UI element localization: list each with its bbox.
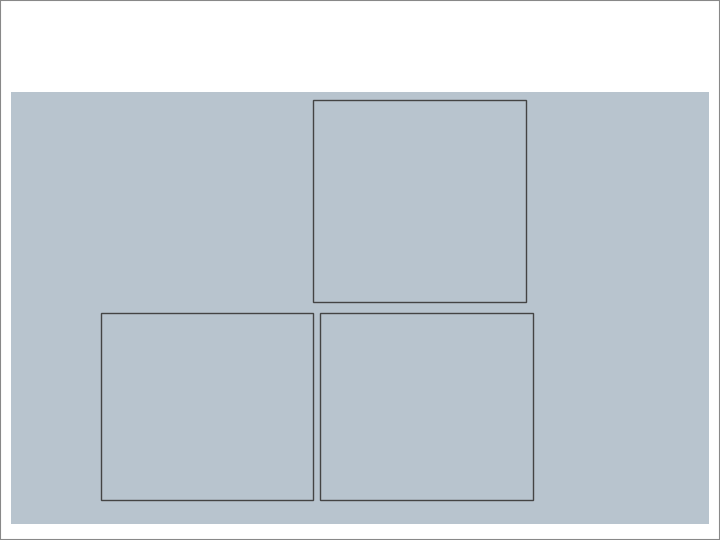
Polygon shape [347,211,409,265]
Polygon shape [427,353,432,406]
Circle shape [19,122,40,143]
Polygon shape [333,175,409,265]
Polygon shape [211,354,239,406]
Text: 65%: 65% [446,225,467,233]
Polygon shape [358,216,495,292]
Polygon shape [333,213,347,265]
Text: 1994, few schools had Internet access: 1994, few schools had Internet access [63,215,328,230]
Polygon shape [358,158,495,271]
Polygon shape [211,357,239,424]
Polygon shape [333,154,409,244]
Title: 2002: Connection Type: 2002: Connection Type [140,301,274,311]
Legend: Internet, Without Internet: Internet, Without Internet [357,79,482,90]
Text: 6%: 6% [212,373,226,382]
Text: 2002, nearly all schools had Internet access: 2002, nearly all schools had Internet ac… [63,271,368,285]
Legend: Broadband/High Speed, Dial-Up: Broadband/High Speed, Dial-Up [133,295,281,305]
Polygon shape [131,367,284,471]
Text: 35%: 35% [361,192,382,201]
Polygon shape [350,386,503,490]
Polygon shape [211,373,239,424]
Text: 1%: 1% [421,372,436,381]
Text: Schools: Schools [48,160,132,180]
Text: 99%: 99% [415,443,436,452]
Polygon shape [358,179,495,292]
Polygon shape [131,386,284,490]
Text: 94%: 94% [189,442,209,451]
Polygon shape [131,419,284,490]
Polygon shape [350,367,503,471]
Polygon shape [427,354,432,424]
Title: 2002: School Internet Access: 2002: School Internet Access [341,301,512,311]
Text: National Center for Education Statistics    (pp 243, Bagin, Gallagher, Moore, BA: National Center for Education Statistics… [24,503,462,512]
Text: Internet Accessibility in: Internet Accessibility in [48,117,309,136]
Text: Internet as a means for communication: Internet as a means for communication [32,36,559,61]
Polygon shape [427,373,432,424]
Polygon shape [350,420,503,490]
Legend: Internet, Without Internet: Internet, Without Internet [364,295,489,305]
Title: 1994: School Internet Access: 1994: School Internet Access [334,87,505,98]
